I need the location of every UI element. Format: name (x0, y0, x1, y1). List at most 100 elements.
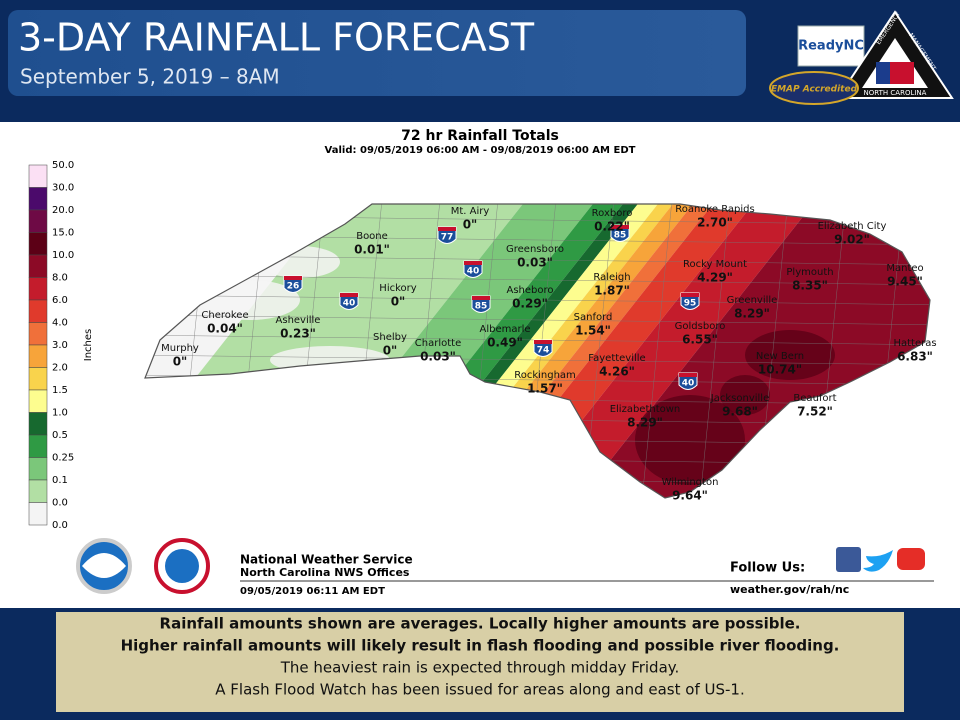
city-name: Rocky Mount (683, 259, 747, 270)
city-amount: 4.29" (697, 271, 733, 285)
interstate-cap (464, 261, 482, 265)
city-name: Cherokee (201, 310, 248, 321)
note-line: The heaviest rain is expected through mi… (280, 659, 680, 677)
city-name: Goldsboro (675, 321, 726, 332)
city-name: Beaufort (793, 393, 836, 404)
legend-label: 4.0 (52, 318, 68, 329)
notes: Rainfall amounts shown are averages. Loc… (121, 615, 840, 699)
interstate-cap (534, 340, 552, 344)
follow: Follow Us: (730, 561, 805, 576)
ready-logo (797, 25, 865, 67)
city-amount: 4.26" (599, 365, 635, 379)
legend-swatch (28, 209, 48, 233)
legend-swatch (28, 434, 48, 458)
city-name: Mt. Airy (451, 206, 490, 217)
city-name: Elizabeth City (818, 221, 887, 232)
legend-label: 0.0 (52, 520, 68, 531)
legend-swatch (28, 367, 48, 391)
city-amount: 1.87" (594, 284, 630, 298)
legend-swatch (28, 479, 48, 503)
city-name: Manteo (886, 263, 923, 274)
city-amount: 8.35" (792, 279, 828, 293)
city-amount: 0.23" (280, 327, 316, 341)
interstate-shield (339, 292, 359, 310)
legend-label: 10.0 (52, 250, 74, 261)
twitter-icon[interactable] (863, 550, 893, 572)
county-line (145, 354, 930, 366)
city-amount: 0" (173, 355, 188, 369)
interstate-shield (680, 292, 700, 310)
legend-swatch (28, 322, 48, 346)
city-name: Hickory (379, 283, 416, 294)
youtube-icon[interactable] (897, 548, 925, 570)
map-title: 72 hr Rainfall Totals (401, 128, 559, 144)
interstate-shield (533, 339, 553, 357)
city-name: Roanoke Rapids (675, 204, 755, 215)
interstate-shield (437, 226, 457, 244)
em-flag-blue (876, 62, 890, 84)
legend-label: 50.0 (52, 160, 74, 171)
note-line: Rainfall amounts shown are averages. Loc… (160, 615, 801, 633)
legend-label: 2.0 (52, 363, 68, 374)
city-name: Roxboro (592, 208, 633, 219)
emap-text: EMAP Accredited (771, 85, 858, 95)
city-amount: 0" (391, 295, 406, 309)
url[interactable]: weather.gov/rah/nc (730, 583, 849, 596)
legend-label: 0.0 (52, 498, 68, 509)
agency: National Weather Service (240, 553, 413, 567)
city-name: Greenville (727, 295, 778, 306)
legend-swatch (28, 412, 48, 436)
city-amount: 0.22" (594, 220, 630, 234)
city-amount: 0.01" (354, 243, 390, 257)
facebook-icon[interactable] (836, 547, 861, 572)
city-amount: 9.02" (834, 233, 870, 247)
legend-label: 0.1 (52, 475, 68, 486)
city-amount: 0.04" (207, 322, 243, 336)
logos: ReadyNC EMERGENCY MANAGEMENT NORTH CAROL… (769, 10, 954, 105)
city-name: Raleigh (593, 272, 630, 283)
city-name: Jacksonville (710, 393, 769, 404)
city-amount: 7.52" (797, 405, 833, 419)
county-line (145, 274, 930, 286)
interstate-shield (463, 260, 483, 278)
em-state: NORTH CAROLINA (864, 89, 927, 97)
interstate-number: 40 (467, 267, 480, 277)
city-amount: 9.68" (722, 405, 758, 419)
legend-unit: Inches (83, 329, 94, 362)
city-name: Greensboro (506, 244, 564, 255)
city-amount: 0.29" (512, 297, 548, 311)
note-line: A Flash Flood Watch has been issued for … (215, 681, 744, 699)
city-amount: 6.55" (682, 333, 718, 347)
city-amount: 10.74" (758, 363, 802, 377)
state-outline (144, 203, 931, 499)
interstate-number: 95 (684, 299, 697, 309)
legend-label: 3.0 (52, 340, 68, 351)
interstate-number: 74 (537, 346, 550, 356)
legend-label: 6.0 (52, 295, 68, 306)
interstate-shield (471, 295, 491, 313)
city-amount: 6.83" (897, 350, 933, 364)
interstate-cap (681, 293, 699, 297)
interstate-number: 77 (441, 233, 454, 243)
city-amount: 1.54" (575, 324, 611, 338)
city-amount: 0.49" (487, 336, 523, 350)
county-line (699, 204, 731, 498)
legend-swatch (28, 389, 48, 413)
interstate-cap (611, 225, 629, 229)
subtitle: September 5, 2019 – 8AM (20, 65, 280, 89)
legend-label: 0.25 (52, 453, 74, 464)
heavy-patch (720, 375, 770, 415)
city-name: Wilmington (662, 477, 719, 488)
interstate-cap (472, 296, 490, 300)
interstate-cap (284, 276, 302, 280)
county-line (145, 294, 930, 306)
city-amount: 0" (463, 218, 478, 232)
city-amount: 1.57" (527, 382, 563, 396)
interstate-number: 40 (682, 379, 695, 389)
emap-logo (769, 71, 859, 105)
noaa-bird (82, 553, 126, 578)
interstate-shield (610, 224, 630, 242)
legend-swatch (28, 277, 48, 301)
city-amount: 8.29" (627, 416, 663, 430)
